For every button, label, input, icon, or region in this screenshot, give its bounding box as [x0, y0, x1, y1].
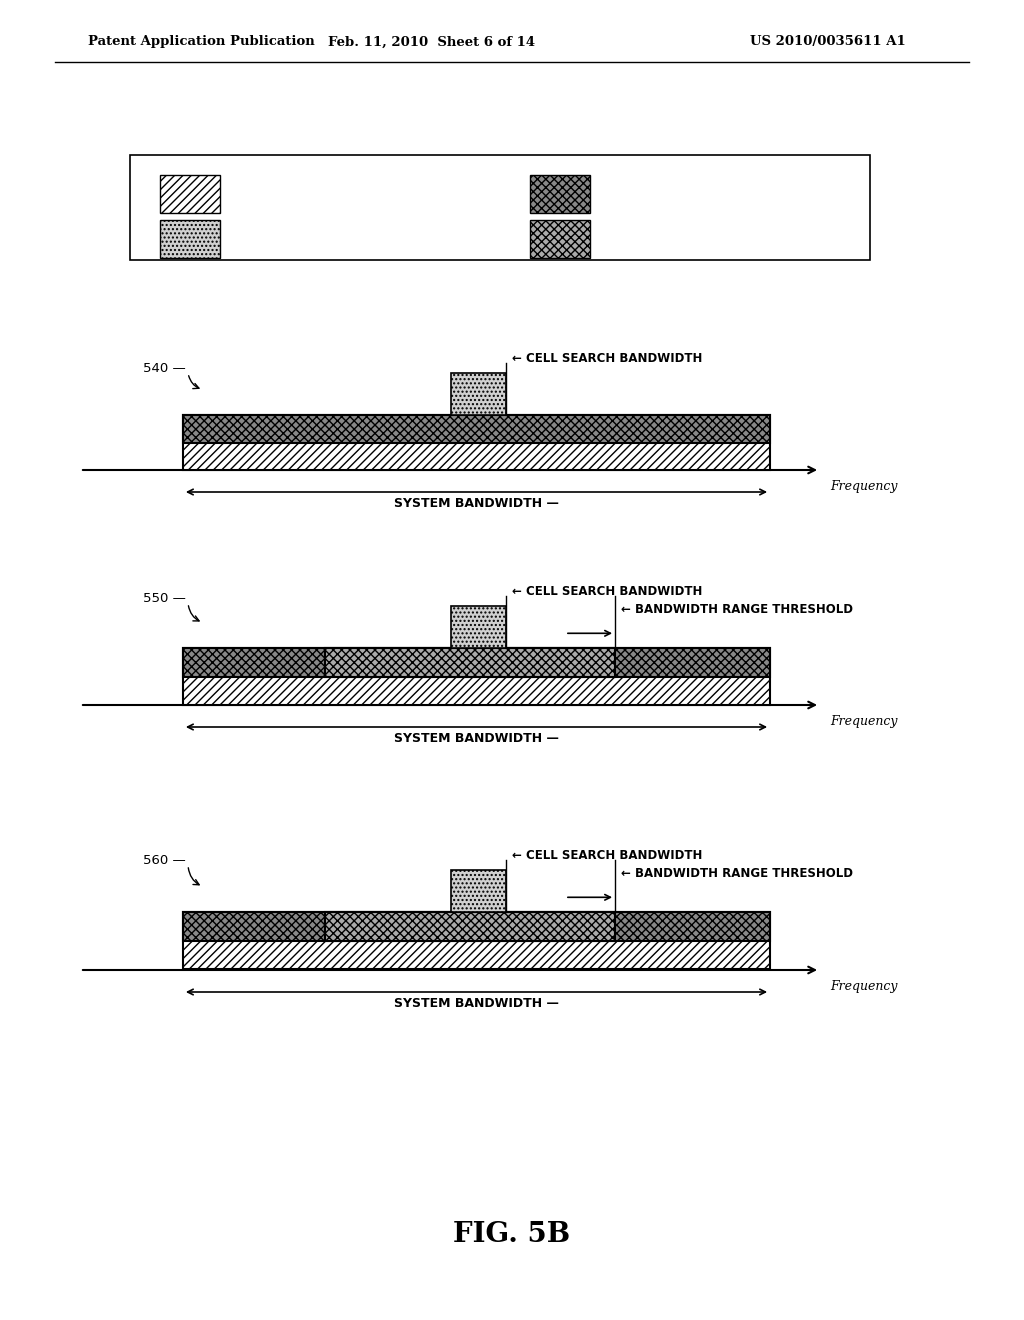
Text: SYSTEM BANDWIDTH —: SYSTEM BANDWIDTH — — [394, 733, 559, 744]
Text: SYSTEM BANDWIDTH: SYSTEM BANDWIDTH — [234, 187, 383, 201]
Text: Frequency: Frequency — [830, 979, 897, 993]
Text: SYSTEM BANDWIDTH —: SYSTEM BANDWIDTH — — [394, 498, 559, 510]
Text: ← CELL SEARCH BANDWIDTH: ← CELL SEARCH BANDWIDTH — [512, 352, 701, 366]
Text: PSC: PSC — [234, 232, 262, 246]
Bar — [451, 374, 506, 414]
Text: Frequency: Frequency — [830, 715, 897, 729]
Text: Frequency: Frequency — [830, 480, 897, 492]
Bar — [183, 912, 770, 941]
Bar — [183, 414, 770, 470]
Text: ← CELL SEARCH BANDWIDTH: ← CELL SEARCH BANDWIDTH — [512, 585, 701, 598]
Text: 560 —: 560 — — [143, 854, 185, 866]
Bar — [451, 606, 506, 648]
Text: Feb. 11, 2010  Sheet 6 of 14: Feb. 11, 2010 Sheet 6 of 14 — [329, 36, 536, 49]
Text: 540 —: 540 — — [143, 362, 185, 375]
Text: FIG. 5B: FIG. 5B — [454, 1221, 570, 1249]
Text: Patent Application Publication: Patent Application Publication — [88, 36, 314, 49]
Bar — [183, 648, 770, 705]
Bar — [325, 648, 615, 677]
Bar — [183, 648, 770, 677]
Bar — [451, 870, 506, 912]
Text: ← CELL SEARCH BANDWIDTH: ← CELL SEARCH BANDWIDTH — [512, 849, 701, 862]
Bar — [183, 912, 770, 969]
Bar — [530, 176, 590, 213]
Text: SYSTEM BANDWIDTH —: SYSTEM BANDWIDTH — — [394, 997, 559, 1010]
Bar — [325, 912, 615, 941]
Bar — [183, 414, 770, 444]
Text: 550 —: 550 — — [143, 591, 186, 605]
Text: ← BANDWIDTH RANGE THRESHOLD: ← BANDWIDTH RANGE THRESHOLD — [621, 603, 853, 616]
Text: EXTENDED RS: EXTENDED RS — [605, 232, 702, 246]
Bar — [160, 176, 220, 213]
Text: ← BANDWIDTH RANGE THRESHOLD: ← BANDWIDTH RANGE THRESHOLD — [621, 867, 853, 880]
Bar — [530, 220, 590, 257]
Text: US 2010/0035611 A1: US 2010/0035611 A1 — [750, 36, 906, 49]
Bar — [160, 220, 220, 257]
Bar — [130, 154, 870, 260]
Text: COMMON RS: COMMON RS — [605, 187, 693, 201]
